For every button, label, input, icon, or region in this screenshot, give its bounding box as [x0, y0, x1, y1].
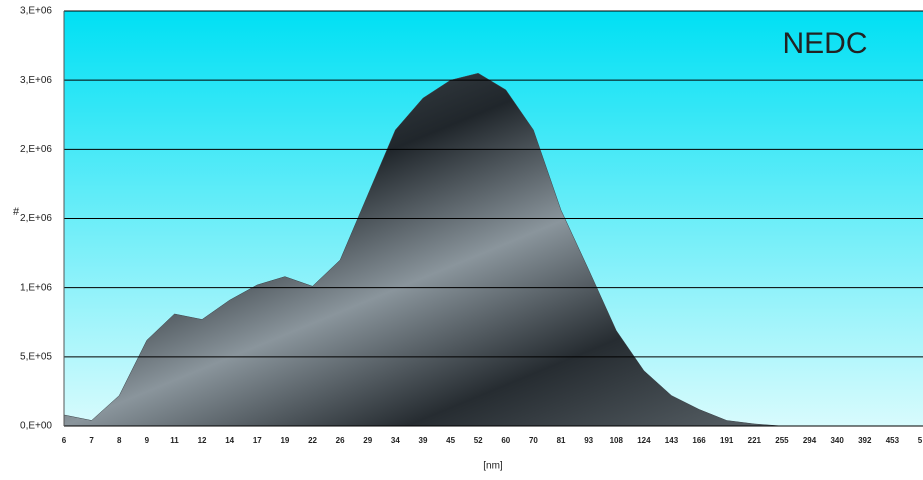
- x-tick-label: 11: [170, 436, 179, 445]
- x-tick-label: 124: [637, 436, 651, 445]
- x-tick-label: 453: [886, 436, 900, 445]
- x-tick-label: 191: [720, 436, 734, 445]
- chart: # [nm] 0,E+00 5,E+05 1,E+06 2,E+06 2,E+06 3,E…: [0, 0, 923, 480]
- x-tick-label: 26: [336, 436, 345, 445]
- x-tick-label: 70: [529, 436, 538, 445]
- y-axis-label: #: [13, 206, 20, 218]
- x-tick-label: 340: [830, 436, 844, 445]
- x-tick-label: 5: [918, 436, 923, 445]
- y-tick-label: 2,E+06: [20, 213, 52, 224]
- y-tick-label: 0,E+00: [20, 421, 52, 432]
- x-tick-label: 255: [775, 436, 789, 445]
- x-tick-label: 294: [803, 436, 817, 445]
- annotation: NEDC: [782, 27, 867, 60]
- x-axis-label: [nm]: [483, 461, 503, 472]
- y-tick-label: 3,E+06: [20, 6, 52, 17]
- x-tick-label: 22: [308, 436, 317, 445]
- x-tick-label: 108: [610, 436, 624, 445]
- x-tick-label: 39: [419, 436, 428, 445]
- x-tick-label: 34: [391, 436, 400, 445]
- x-tick-label: 52: [474, 436, 483, 445]
- x-tick-label: 6: [62, 436, 67, 445]
- x-tick-label: 81: [557, 436, 566, 445]
- y-tick-label: 3,E+06: [20, 75, 52, 86]
- x-tick-label: 392: [858, 436, 872, 445]
- y-tick-label: 1,E+06: [20, 282, 52, 293]
- x-tick-label: 166: [692, 436, 706, 445]
- x-tick-label: 45: [446, 436, 455, 445]
- x-tick-label: 12: [198, 436, 207, 445]
- x-tick-label: 143: [665, 436, 679, 445]
- x-tick-label: 19: [280, 436, 289, 445]
- x-tick-label: 8: [117, 436, 122, 445]
- x-tick-label: 7: [89, 436, 94, 445]
- x-tick-label: 9: [145, 436, 150, 445]
- x-tick-label: 14: [225, 436, 234, 445]
- x-tick-label: 93: [584, 436, 593, 445]
- x-tick-label: 221: [748, 436, 762, 445]
- x-tick-label: 60: [501, 436, 510, 445]
- x-tick-label: 17: [253, 436, 262, 445]
- y-tick-label: 2,E+06: [20, 144, 52, 155]
- y-tick-label: 5,E+05: [20, 351, 52, 362]
- x-tick-label: 29: [363, 436, 372, 445]
